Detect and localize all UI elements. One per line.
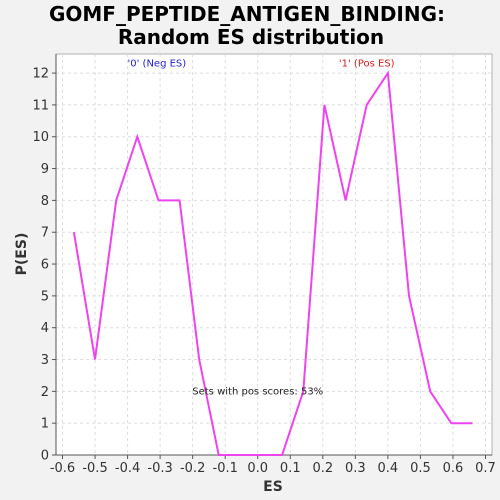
series-group	[72, 70, 473, 456]
y-tick-label: 4	[41, 321, 49, 336]
x-tick-label: 0.4	[378, 461, 399, 476]
x-tick-label: -0.1	[213, 461, 238, 476]
series-line	[72, 70, 473, 456]
x-tick-label: 0.0	[247, 461, 268, 476]
plot-area	[55, 53, 493, 456]
x-tick-label: 0.3	[345, 461, 366, 476]
annotation-label: Sets with pos scores: 53%	[192, 387, 323, 398]
x-tick-label: -0.4	[115, 461, 140, 476]
annotation-label: '0' (Neg ES)	[128, 59, 187, 70]
annotation-label: '1' (Pos ES)	[339, 59, 395, 70]
x-tick-label: 0.7	[475, 461, 496, 476]
y-tick-label: 6	[41, 258, 49, 273]
y-tick-label: 9	[41, 162, 49, 177]
y-axis-label: P(ES)	[14, 233, 30, 276]
y-tick-label: 3	[41, 353, 49, 368]
y-tick-label: 12	[32, 67, 49, 82]
y-tick-label: 7	[41, 226, 49, 241]
x-tick-label: -0.5	[82, 461, 107, 476]
y-tick-label: 0	[41, 449, 49, 464]
x-tick-label: -0.3	[147, 461, 172, 476]
x-tick-label: -0.6	[50, 461, 75, 476]
x-tick-label: 0.1	[280, 461, 301, 476]
chart-subtitle: Random ES distribution	[118, 25, 384, 49]
chart-title: GOMF_PEPTIDE_ANTIGEN_BINDING:	[49, 2, 445, 26]
annotations: '0' (Neg ES) '1' (Pos ES) Sets with pos sc…	[128, 59, 395, 398]
y-tick-label: 2	[41, 385, 49, 400]
y-tick-label: 5	[41, 289, 49, 304]
y-tick-label: 1	[41, 417, 49, 432]
y-tick-label: 10	[32, 130, 49, 145]
x-tick-label: -0.2	[180, 461, 205, 476]
y-tick-label: 8	[41, 194, 49, 209]
x-tick-label: 0.5	[410, 461, 431, 476]
x-axis-ticks: -0.6 -0.5 -0.4 -0.3 -0.2 -0.1 0.0 0.1 0.2 0.3 0.4 0…	[50, 455, 496, 476]
x-axis-label: ES	[263, 479, 283, 495]
x-tick-label: 0.6	[443, 461, 464, 476]
y-tick-label: 11	[32, 98, 49, 113]
x-tick-label: 0.2	[312, 461, 333, 476]
